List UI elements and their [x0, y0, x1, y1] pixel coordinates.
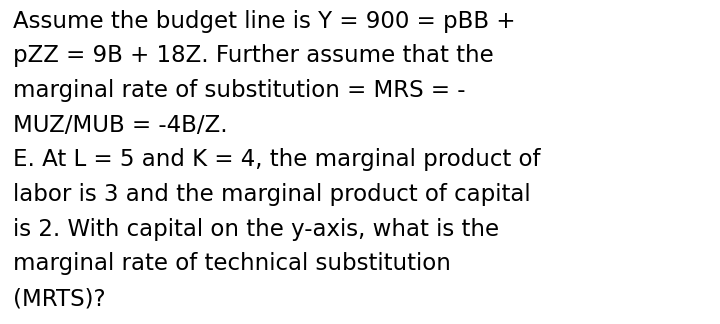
- Text: MUZ/MUB = -4B/Z.: MUZ/MUB = -4B/Z.: [13, 114, 228, 137]
- Text: labor is 3 and the marginal product of capital: labor is 3 and the marginal product of c…: [13, 183, 531, 206]
- Text: pZZ = 9B + 18Z. Further assume that the: pZZ = 9B + 18Z. Further assume that the: [13, 44, 494, 67]
- Text: is 2. With capital on the y-axis, what is the: is 2. With capital on the y-axis, what i…: [13, 218, 499, 241]
- Text: marginal rate of substitution = MRS = -: marginal rate of substitution = MRS = -: [13, 79, 465, 102]
- Text: E. At L = 5 and K = 4, the marginal product of: E. At L = 5 and K = 4, the marginal prod…: [13, 148, 541, 171]
- Text: marginal rate of technical substitution: marginal rate of technical substitution: [13, 252, 451, 275]
- Text: Assume the budget line is Y = 900 = pBB +: Assume the budget line is Y = 900 = pBB …: [13, 10, 516, 33]
- Text: (MRTS)?: (MRTS)?: [13, 287, 106, 310]
